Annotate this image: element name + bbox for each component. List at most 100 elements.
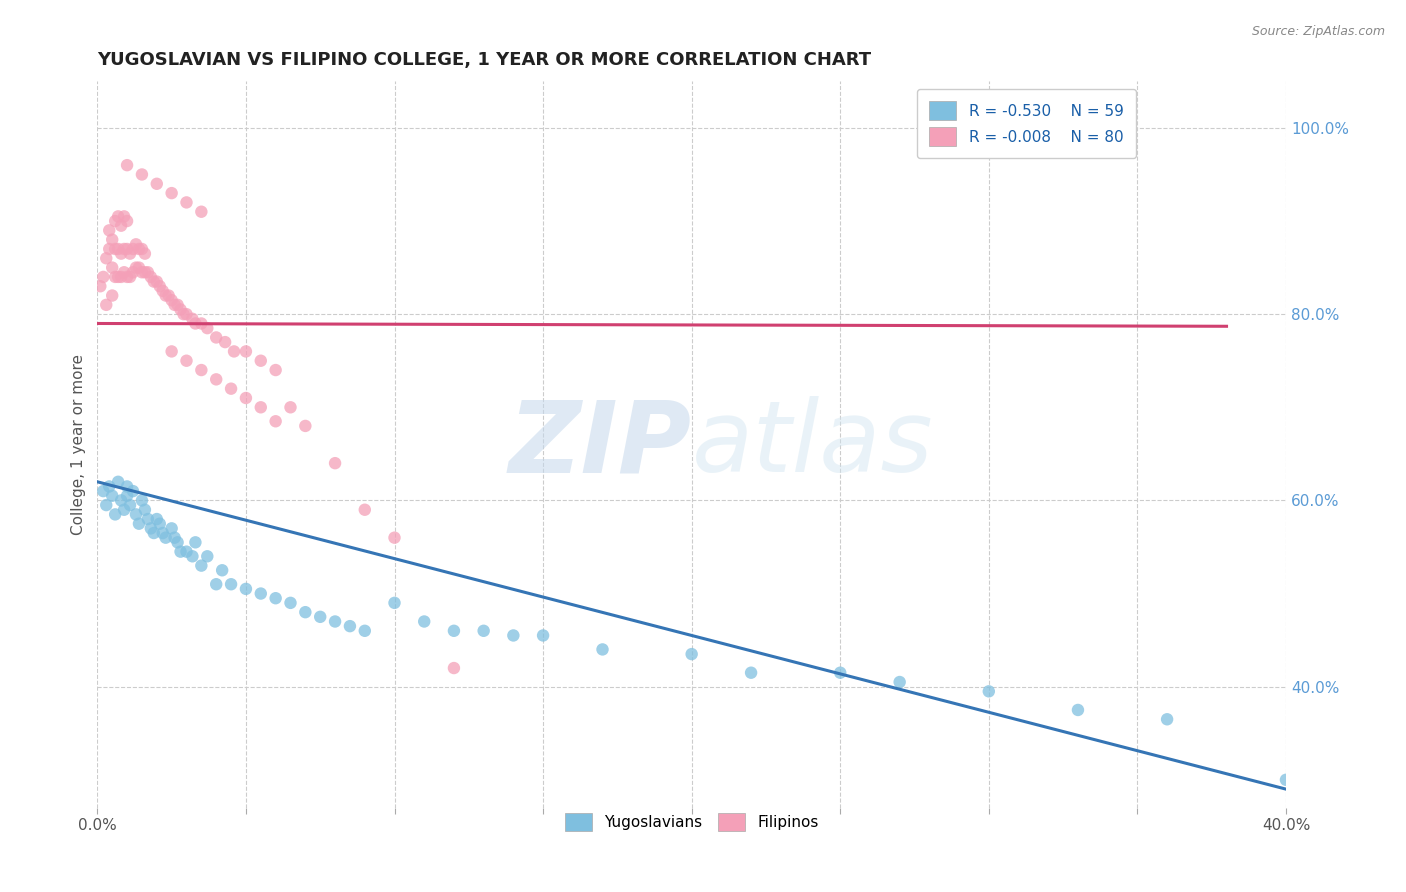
Point — [211, 563, 233, 577]
Point — [115, 214, 138, 228]
Point — [131, 265, 153, 279]
Point — [181, 549, 204, 564]
Point — [104, 269, 127, 284]
Point — [152, 284, 174, 298]
Point — [122, 242, 145, 256]
Point — [128, 516, 150, 531]
Point — [235, 582, 257, 596]
Point — [190, 204, 212, 219]
Point — [107, 475, 129, 489]
Point — [472, 624, 495, 638]
Point — [98, 223, 121, 237]
Point — [146, 275, 169, 289]
Point — [264, 363, 287, 377]
Point — [1275, 772, 1298, 787]
Point — [146, 177, 169, 191]
Point — [112, 242, 135, 256]
Point — [131, 493, 153, 508]
Point — [160, 521, 183, 535]
Point — [184, 535, 207, 549]
Point — [205, 330, 228, 344]
Point — [107, 242, 129, 256]
Point — [222, 344, 245, 359]
Point — [169, 302, 191, 317]
Point — [131, 168, 153, 182]
Point — [155, 288, 177, 302]
Point — [91, 484, 114, 499]
Point — [176, 353, 198, 368]
Point — [264, 591, 287, 606]
Point — [98, 242, 121, 256]
Point — [110, 493, 132, 508]
Point — [110, 219, 132, 233]
Point — [98, 479, 121, 493]
Point — [219, 382, 242, 396]
Point — [353, 624, 375, 638]
Point — [443, 661, 465, 675]
Point — [131, 242, 153, 256]
Point — [96, 298, 118, 312]
Point — [889, 675, 911, 690]
Point — [184, 317, 207, 331]
Point — [1156, 712, 1178, 726]
Point — [125, 237, 148, 252]
Point — [190, 363, 212, 377]
Point — [125, 260, 148, 275]
Point — [166, 535, 188, 549]
Point — [107, 269, 129, 284]
Point — [176, 307, 198, 321]
Point — [681, 647, 703, 661]
Point — [96, 498, 118, 512]
Legend: Yugoslavians, Filipinos: Yugoslavians, Filipinos — [553, 801, 831, 844]
Point — [235, 391, 257, 405]
Text: YUGOSLAVIAN VS FILIPINO COLLEGE, 1 YEAR OR MORE CORRELATION CHART: YUGOSLAVIAN VS FILIPINO COLLEGE, 1 YEAR … — [97, 51, 872, 69]
Point — [142, 526, 165, 541]
Point — [134, 502, 156, 516]
Point — [122, 265, 145, 279]
Point — [104, 214, 127, 228]
Point — [96, 252, 118, 266]
Point — [104, 242, 127, 256]
Point — [89, 279, 111, 293]
Point — [502, 628, 524, 642]
Point — [118, 269, 141, 284]
Point — [294, 605, 316, 619]
Point — [169, 544, 191, 558]
Point — [134, 246, 156, 260]
Point — [309, 610, 332, 624]
Point — [139, 269, 162, 284]
Point — [190, 317, 212, 331]
Point — [107, 210, 129, 224]
Point — [195, 321, 218, 335]
Point — [830, 665, 852, 680]
Point — [1067, 703, 1090, 717]
Point — [115, 158, 138, 172]
Point — [122, 484, 145, 499]
Point — [205, 577, 228, 591]
Point — [101, 260, 124, 275]
Point — [413, 615, 436, 629]
Point — [142, 275, 165, 289]
Point — [149, 516, 172, 531]
Point — [115, 269, 138, 284]
Point — [384, 596, 406, 610]
Point — [235, 344, 257, 359]
Point — [149, 279, 172, 293]
Point — [136, 512, 159, 526]
Point — [384, 531, 406, 545]
Point — [176, 195, 198, 210]
Point — [339, 619, 361, 633]
Point — [118, 498, 141, 512]
Point — [157, 288, 180, 302]
Point — [101, 288, 124, 302]
Point — [160, 293, 183, 308]
Point — [264, 414, 287, 428]
Point — [104, 508, 127, 522]
Point — [115, 479, 138, 493]
Point — [139, 521, 162, 535]
Point — [190, 558, 212, 573]
Point — [152, 526, 174, 541]
Point — [134, 265, 156, 279]
Point — [166, 298, 188, 312]
Point — [101, 233, 124, 247]
